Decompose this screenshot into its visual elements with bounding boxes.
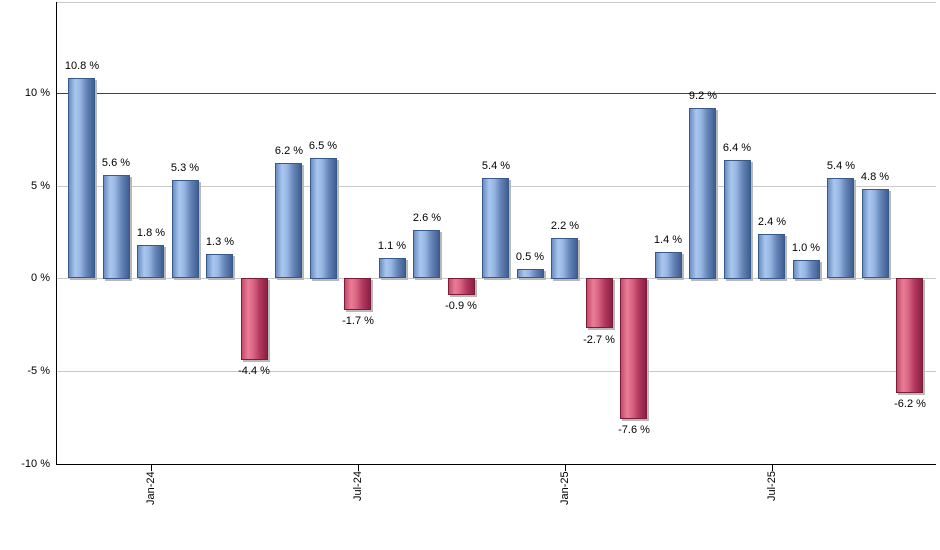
bar-value-label: 2.6 % xyxy=(412,212,442,224)
bar xyxy=(448,278,475,295)
bar xyxy=(827,178,854,278)
bar xyxy=(206,254,233,278)
y-tick-label: -5 % xyxy=(27,365,50,377)
bar-value-label: 6.5 % xyxy=(308,140,338,152)
bar xyxy=(241,278,268,360)
bar-value-label: 1.3 % xyxy=(205,236,235,248)
y-tick-label: -10 % xyxy=(21,458,50,470)
bar-value-label: -1.7 % xyxy=(342,315,374,327)
x-tick-mark xyxy=(772,464,773,471)
bar-value-label: -7.6 % xyxy=(618,424,650,436)
x-axis xyxy=(56,464,936,465)
bar xyxy=(758,234,785,279)
bar xyxy=(103,175,130,279)
bar xyxy=(275,163,302,278)
bar-value-label: 5.6 % xyxy=(101,157,131,169)
bar-value-label: 6.4 % xyxy=(722,142,752,154)
bar xyxy=(586,278,613,328)
bar-value-label: 1.1 % xyxy=(377,240,407,252)
y-tick-label: 0 % xyxy=(31,272,50,284)
y-axis xyxy=(56,2,57,464)
bar xyxy=(689,108,716,279)
bar xyxy=(413,230,440,278)
bar xyxy=(724,160,751,279)
bar-value-label: -6.2 % xyxy=(894,398,926,410)
bar xyxy=(620,278,647,419)
bar-value-label: 1.8 % xyxy=(136,227,166,239)
bar-value-label: 1.4 % xyxy=(653,234,683,246)
bar-value-label: 5.3 % xyxy=(170,162,200,174)
bar xyxy=(68,78,95,278)
gridline xyxy=(56,278,936,279)
y-tick-label: 5 % xyxy=(31,180,50,192)
bar-value-label: 9.2 % xyxy=(688,90,718,102)
bar-value-label: -0.9 % xyxy=(445,300,477,312)
bar xyxy=(482,178,509,278)
reference-line xyxy=(56,93,936,94)
bar xyxy=(344,278,371,310)
x-tick-mark xyxy=(151,464,152,471)
bar xyxy=(896,278,923,393)
x-tick-label: Jan-24 xyxy=(145,471,157,505)
bar-value-label: -2.7 % xyxy=(583,334,615,346)
x-tick-label: Jul-24 xyxy=(352,471,364,501)
bar-value-label: 5.4 % xyxy=(826,160,856,172)
bar-value-label: 1.0 % xyxy=(791,242,821,254)
bar-value-label: -4.4 % xyxy=(238,365,270,377)
bar xyxy=(517,269,544,278)
bar xyxy=(310,158,337,279)
bar xyxy=(793,260,820,279)
x-tick-label: Jan-25 xyxy=(559,471,571,505)
bar xyxy=(862,189,889,278)
bar-value-label: 5.4 % xyxy=(481,160,511,172)
bar-value-label: 2.4 % xyxy=(757,216,787,228)
bar xyxy=(172,180,199,278)
bar-value-label: 0.5 % xyxy=(515,251,545,263)
bar xyxy=(551,238,578,279)
x-tick-label: Jul-25 xyxy=(766,471,778,501)
x-tick-mark xyxy=(358,464,359,471)
bar xyxy=(137,245,164,278)
y-tick-label: 10 % xyxy=(24,87,50,99)
bar-value-label: 4.8 % xyxy=(860,171,890,183)
bar-value-label: 2.2 % xyxy=(550,220,580,232)
x-tick-mark xyxy=(565,464,566,471)
plot-top-border xyxy=(56,2,936,3)
gridline xyxy=(56,371,936,372)
bar xyxy=(655,252,682,278)
bar-value-label: 6.2 % xyxy=(274,145,304,157)
bar-value-label: 10.8 % xyxy=(64,60,100,72)
bar xyxy=(379,258,406,278)
